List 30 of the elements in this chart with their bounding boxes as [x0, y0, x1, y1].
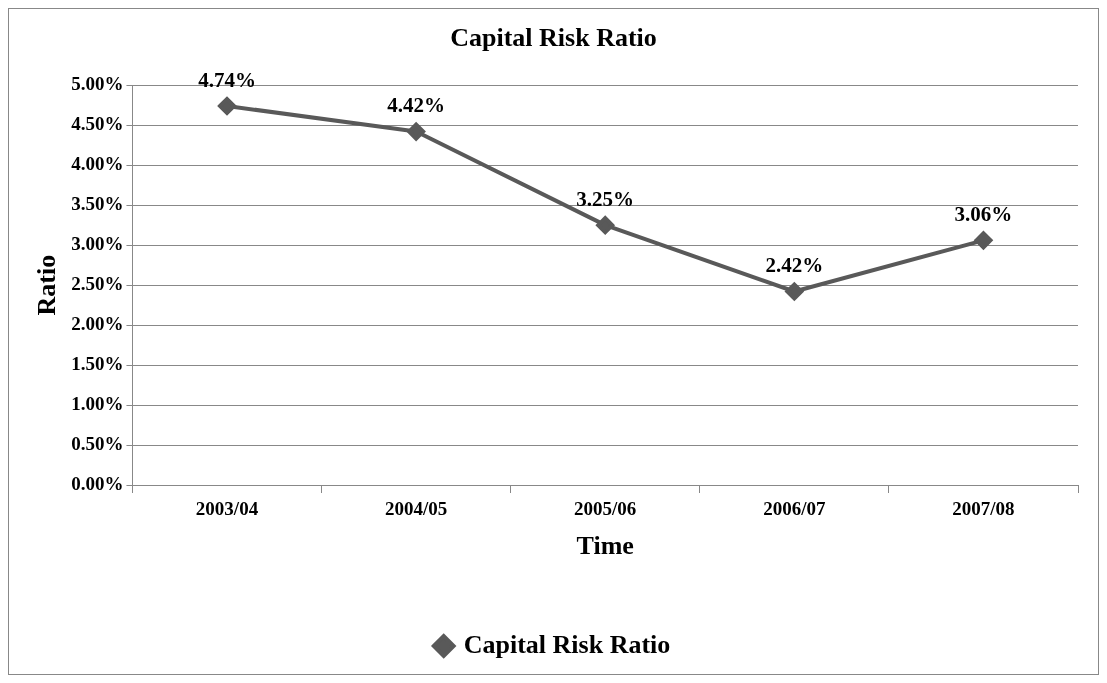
y-tick-label: 4.50% — [71, 113, 124, 135]
y-tick-label: 2.00% — [71, 312, 124, 334]
y-tick-label: 5.00% — [71, 73, 124, 95]
y-tick-label: 0.50% — [71, 432, 124, 454]
x-axis-title: Time — [576, 531, 634, 561]
legend-label: Capital Risk Ratio — [463, 629, 671, 659]
y-tick-label: 4.00% — [71, 153, 124, 175]
data-label: 3.06% — [954, 202, 1013, 227]
point — [785, 282, 804, 301]
x-tick-label: 2005/06 — [574, 498, 637, 520]
chart-title: Capital Risk Ratio — [450, 23, 657, 53]
data-label: 2.42% — [765, 253, 824, 278]
y-tick-label: 1.00% — [71, 392, 124, 414]
y-tick-label: 0.00% — [71, 472, 124, 494]
x-tick-label: 2007/08 — [952, 498, 1015, 520]
data-label: 3.25% — [576, 187, 635, 212]
point — [974, 231, 993, 250]
point — [596, 216, 615, 235]
data-label: 4.74% — [198, 67, 256, 92]
y-tick-label: 3.00% — [71, 233, 124, 255]
y-tick-label: 2.50% — [71, 273, 124, 295]
y-tick-label: 3.50% — [71, 193, 124, 215]
data-label: 4.42% — [387, 93, 445, 118]
point — [407, 122, 426, 141]
y-axis-title: Ratio — [32, 254, 62, 316]
x-tick-label: 2003/04 — [195, 498, 259, 520]
x-tick-label: 2004/05 — [384, 498, 448, 520]
x-tick-label: 2006/07 — [763, 498, 826, 520]
y-tick-label: 1.50% — [71, 352, 124, 374]
point — [218, 96, 237, 115]
